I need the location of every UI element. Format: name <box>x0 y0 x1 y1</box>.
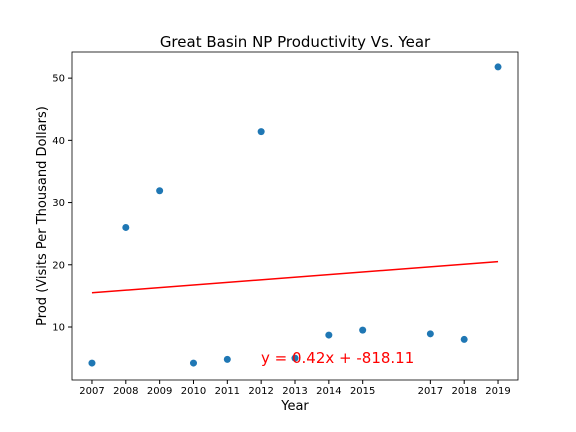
fit-line <box>91 260 499 294</box>
annotation: y = 0.42x + -818.11 <box>261 349 414 367</box>
point <box>88 359 96 367</box>
x-tick-label: 2013 <box>282 386 307 397</box>
point <box>257 128 265 136</box>
point <box>189 359 197 367</box>
x-tick-label: 2015 <box>350 386 375 397</box>
y-tick-label: 50 <box>52 74 65 85</box>
point <box>291 354 299 362</box>
x-tick-label: 2017 <box>418 386 443 397</box>
x-tick-label: 2018 <box>451 386 476 397</box>
chart-title: Great Basin NP Productivity Vs. Year <box>160 33 431 51</box>
point <box>426 330 434 338</box>
point <box>494 63 502 71</box>
x-tick-label: 2012 <box>248 386 273 397</box>
x-tick-label: 2011 <box>215 386 240 397</box>
x-tick-label: 2014 <box>316 386 341 397</box>
x-axis-label: Year <box>280 399 309 414</box>
plot-frame <box>71 51 519 381</box>
point <box>156 187 164 195</box>
x-tick-label: 2007 <box>79 386 104 397</box>
y-tick-label: 20 <box>52 260 65 271</box>
point <box>223 355 231 363</box>
y-tick-label: 40 <box>52 136 65 147</box>
x-tick-label: 2019 <box>485 386 510 397</box>
y-tick-label: 30 <box>52 198 65 209</box>
point <box>460 335 468 343</box>
x-tick-label: 2009 <box>147 386 172 397</box>
x-tick-label: 2010 <box>181 386 206 397</box>
y-axis-label: Prod (Visits Per Thousand Dollars) <box>35 106 50 326</box>
point <box>122 223 130 231</box>
y-tick-label: 10 <box>52 322 65 333</box>
x-tick-label: 2008 <box>113 386 138 397</box>
point <box>325 331 333 339</box>
point <box>359 326 367 334</box>
